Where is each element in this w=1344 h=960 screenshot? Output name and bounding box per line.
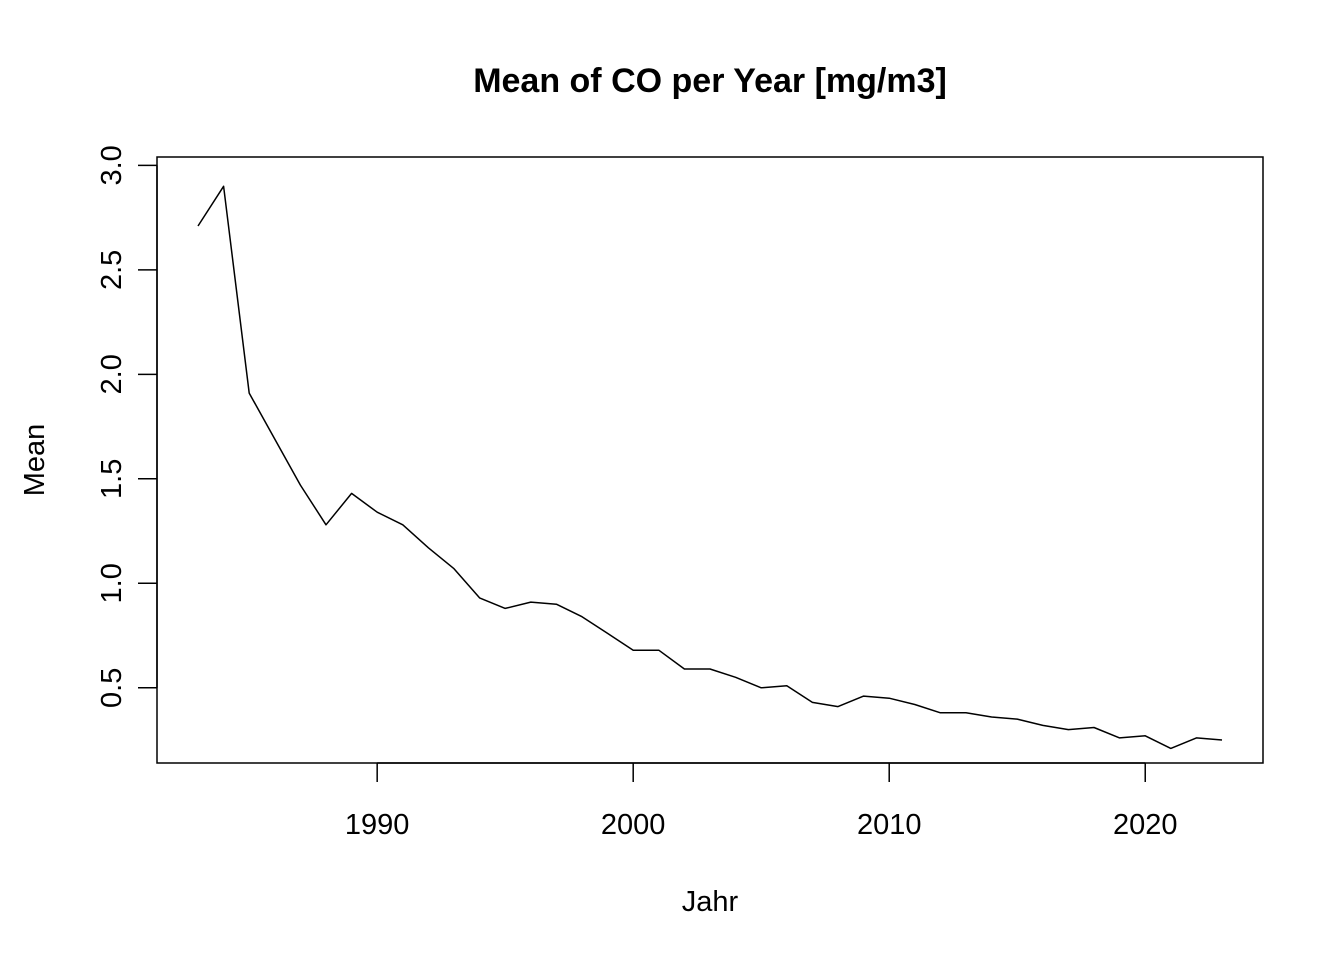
y-tick-label: 1.0 [96, 563, 128, 603]
y-tick-label: 2.5 [96, 250, 128, 290]
x-tick-label: 2020 [1113, 809, 1178, 841]
y-tick-label: 2.0 [96, 354, 128, 394]
data-points [197, 186, 1222, 749]
chart-title: Mean of CO per Year [mg/m3] [473, 62, 947, 100]
series-line-co-mean [197, 185, 1223, 750]
y-tick-label: 0.5 [96, 668, 128, 708]
plot-frame [156, 156, 1264, 764]
y-tick-label: 3.0 [96, 145, 128, 185]
x-tick-label: 1990 [345, 809, 410, 841]
x-tick-label: 2010 [857, 809, 922, 841]
y-tick-label: 1.5 [96, 459, 128, 499]
y-axis-label: Mean [19, 424, 51, 497]
x-axis-label: Jahr [682, 886, 739, 918]
y-axis: 0.5 1.0 1.5 2.0 2.5 3.0 [96, 145, 158, 708]
x-tick-label: 2000 [601, 809, 666, 841]
x-axis: 1990 2000 2010 2020 [345, 762, 1178, 841]
